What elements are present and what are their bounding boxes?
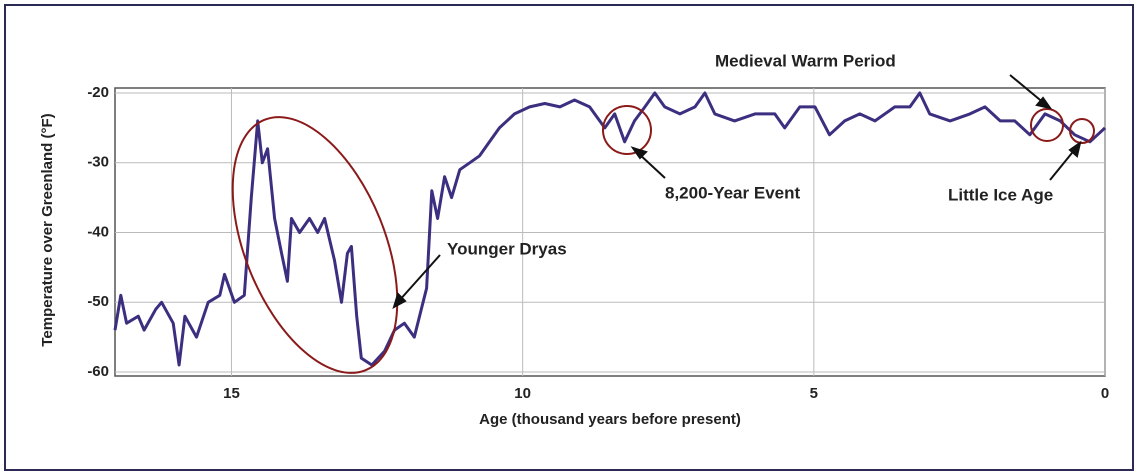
annotation: Medieval Warm Period — [715, 51, 896, 70]
y-tick-label: -30 — [87, 154, 109, 171]
x-tick-label: 0 — [1101, 385, 1109, 402]
arrow — [1049, 147, 1077, 181]
annotation: 8,200-Year Event — [665, 183, 800, 202]
y-axis-label: Temperature over Greenland (°F) — [39, 113, 56, 346]
arrow — [637, 152, 666, 179]
x-tick-label: 10 — [514, 385, 531, 402]
little-ice-age-circle — [1069, 118, 1095, 144]
arrows — [392, 74, 1082, 310]
arrow — [397, 254, 441, 303]
arrowhead — [1068, 140, 1082, 158]
medieval-circle — [1030, 108, 1064, 142]
x-axis-label: Age (thousand years before present) — [479, 411, 741, 428]
arrowhead — [392, 292, 407, 310]
x-tick-label: 15 — [223, 385, 240, 402]
y-tick-label: -40 — [87, 223, 109, 240]
event-circle — [602, 105, 652, 155]
data-line — [113, 91, 1107, 367]
younger-dryas-ellipse — [231, 116, 399, 374]
arrowhead — [1035, 96, 1053, 110]
annotation: Younger Dryas — [447, 239, 567, 258]
x-tick-label: 5 — [810, 385, 818, 402]
y-tick-label: -60 — [87, 363, 109, 380]
arrow — [1009, 74, 1046, 105]
y-tick-label: -20 — [87, 84, 109, 101]
y-tick-label: -50 — [87, 293, 109, 310]
annotation: Little Ice Age — [948, 185, 1053, 204]
annotations — [231, 105, 1095, 374]
arrowhead — [630, 146, 648, 160]
